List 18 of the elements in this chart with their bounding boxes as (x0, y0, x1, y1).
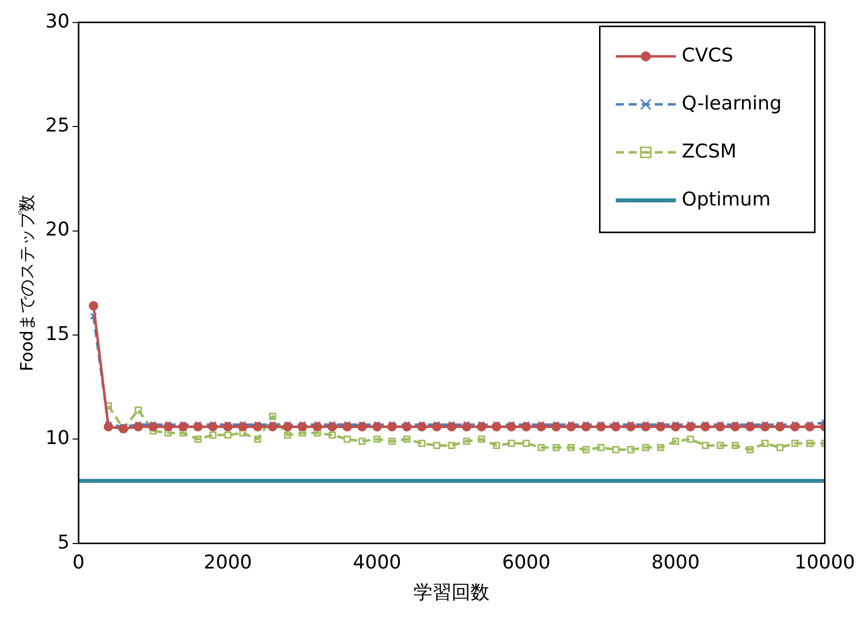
x-tick-label: 4000 (352, 552, 402, 574)
y-tick-label: 10 (45, 427, 70, 450)
legend-label: Q-learning (682, 92, 782, 114)
y-axis-title: Foodまでのステップ数 (18, 194, 38, 372)
x-tick-label: 8000 (651, 552, 700, 574)
x-tick-label: 0 (72, 552, 85, 574)
x-axis-title: 学習回数 (414, 582, 490, 604)
x-tick-label: 6000 (502, 552, 550, 574)
y-tick-label: 30 (45, 10, 70, 32)
y-tick-label: 5 (57, 531, 70, 554)
legend-label: Optimum (682, 188, 771, 210)
y-tick-label: 25 (45, 114, 70, 137)
x-tick-label: 2000 (204, 552, 252, 574)
legend-label: ZCSM (682, 140, 737, 162)
y-tick-label: 20 (45, 218, 70, 241)
legend-label: CVCS (682, 44, 734, 66)
x-tick-label: 10000 (794, 552, 856, 574)
y-tick-label: 15 (45, 322, 70, 345)
